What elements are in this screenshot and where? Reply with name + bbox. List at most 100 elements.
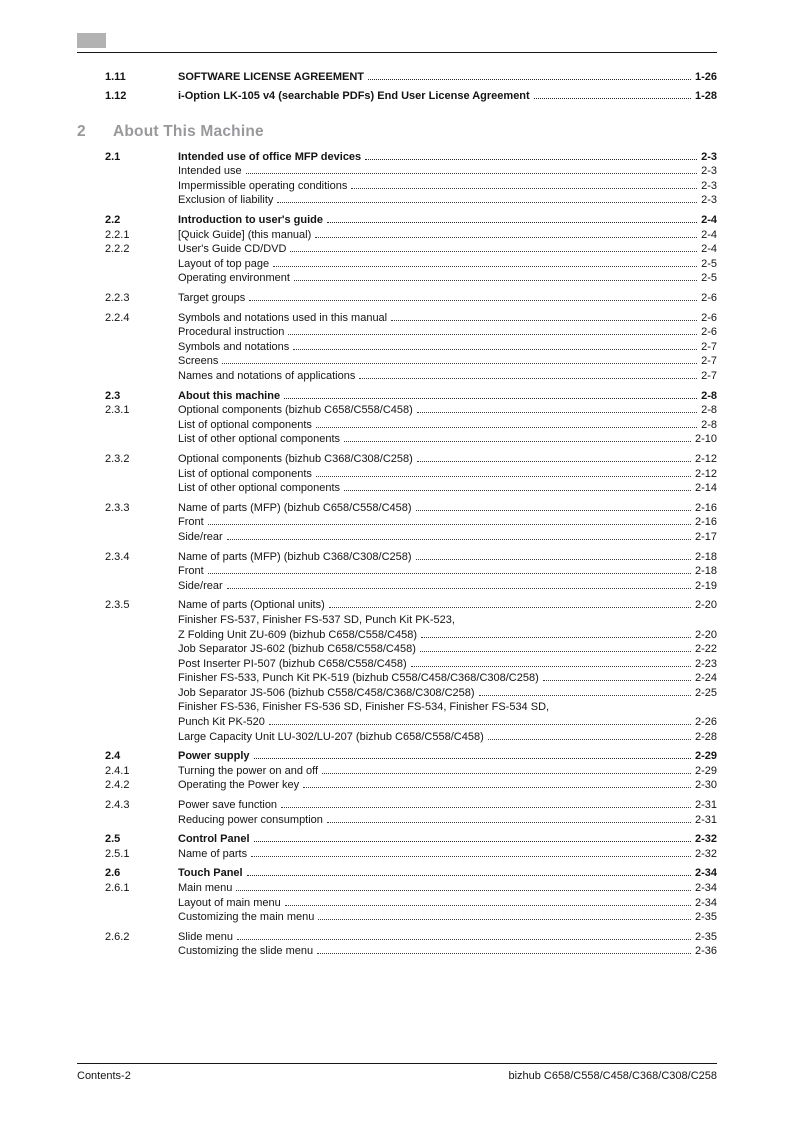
toc-entry-title: User's Guide CD/DVD — [178, 243, 287, 256]
toc-entry-page: 2-7 — [701, 340, 717, 353]
toc-entry-page: 2-6 — [701, 326, 717, 339]
toc-entry-page: 2-12 — [694, 467, 717, 480]
toc-entry: 2.3.5 Name of parts (Optional units) 2-2… — [77, 598, 717, 613]
dot-leader — [344, 490, 691, 492]
toc-entry: 2.2.4 Symbols and notations used in this… — [77, 311, 717, 326]
toc-entry-page: 2-34 — [694, 896, 717, 909]
dot-leader — [226, 587, 691, 589]
toc-entry-title: Power save function — [178, 799, 278, 812]
toc-entry-page: 2-22 — [694, 643, 717, 656]
toc-entry-title: Main menu — [178, 882, 233, 894]
toc-entry-number: 2.6.2 — [105, 930, 130, 943]
toc-entry-page: 2-6 — [701, 292, 717, 305]
dot-leader — [421, 636, 691, 638]
dot-leader — [359, 378, 698, 379]
toc-entry-page: 2-7 — [701, 355, 717, 368]
toc-entry-title: Operating environment — [178, 272, 290, 285]
toc-entry-title: i-Option LK-105 v4 (searchable PDFs) End… — [178, 90, 530, 103]
toc-entry: 2.5.1 Name of parts 2-32 — [77, 847, 717, 862]
toc-entry-page: 2-34 — [694, 882, 717, 894]
footer-rule — [77, 1063, 717, 1064]
toc-entry: Screens 2-7 — [77, 354, 717, 369]
toc-entry-title: Side/rear — [178, 530, 223, 543]
toc-entry-page: 2-24 — [694, 672, 717, 685]
toc-entry-page: 2-19 — [694, 579, 717, 592]
toc-entry-number: 2.3.5 — [105, 599, 130, 612]
toc-entry-title: Front — [178, 565, 204, 578]
toc-entry-title: Job Separator JS-602 (bizhub C658/C558/C… — [178, 643, 416, 656]
toc-entry: 2.6.1 Main menu 2-34 — [77, 881, 717, 896]
toc-entry-page: 2-35 — [694, 911, 717, 924]
toc-entry-title: Job Separator JS-506 (bizhub C558/C458/C… — [178, 686, 475, 699]
dot-leader — [268, 724, 691, 726]
dot-leader — [249, 300, 698, 302]
toc-entry-title: List of other optional components — [178, 433, 341, 446]
toc-entry-page: 2-32 — [694, 833, 717, 846]
toc-entry-title: Introduction to user's guide — [178, 214, 324, 227]
dot-leader — [236, 890, 691, 891]
toc-entry: 2.6 Touch Panel 2-34 — [77, 866, 717, 881]
dot-leader — [351, 187, 698, 189]
toc-entry-title: Finisher FS-537, Finisher FS-537 SD, Pun… — [178, 613, 455, 626]
dot-leader — [328, 607, 691, 609]
toc-entry: Front 2-16 — [77, 515, 717, 530]
toc-entry: 2.4.1 Turning the power on and off 2-29 — [77, 764, 717, 779]
toc-entry-title: Side/rear — [178, 579, 223, 592]
toc-entry: 2.3 About this machine 2-8 — [77, 389, 717, 404]
toc-entry: 1.11 SOFTWARE LICENSE AGREEMENT 1-26 — [77, 70, 717, 85]
toc-entry-page: 2-10 — [694, 433, 717, 446]
toc-chapter-entries: 2.1 Intended use of office MFP devices 2… — [77, 150, 717, 959]
chapter-heading: 2 About This Machine — [77, 123, 717, 141]
toc-entry: 2.1 Intended use of office MFP devices 2… — [77, 150, 717, 165]
toc-entry-title: Procedural instruction — [178, 326, 285, 339]
toc-entry-title: Slide menu — [178, 930, 234, 943]
dot-leader — [327, 222, 698, 224]
toc-entry-title: Name of parts (MFP) (bizhub C368/C308/C2… — [178, 550, 412, 563]
toc-entry-title: Turning the power on and off — [178, 764, 319, 777]
toc-entry-page: 2-31 — [694, 799, 717, 812]
toc-entry-title: List of optional components — [178, 467, 312, 480]
footer-model-label: bizhub C658/C558/C458/C368/C308/C258 — [508, 1070, 717, 1082]
toc-entry-page: 2-25 — [694, 686, 717, 699]
toc-entry: 1.12 i-Option LK-105 v4 (searchable PDFs… — [77, 89, 717, 104]
footer-page-label: Contents-2 — [77, 1070, 131, 1082]
dot-leader — [315, 236, 698, 238]
dot-leader — [416, 460, 691, 462]
toc-entry: Intended use 2-3 — [77, 164, 717, 179]
dot-leader — [293, 280, 698, 282]
toc-entry: List of other optional components 2-10 — [77, 432, 717, 447]
toc-entry-title: Symbols and notations used in this manua… — [178, 311, 388, 324]
dot-leader — [416, 412, 698, 414]
dot-leader — [322, 772, 691, 774]
toc-entry-page: 2-20 — [694, 599, 717, 612]
toc-entry: 2.3.2 Optional components (bizhub C368/C… — [77, 452, 717, 467]
toc-entry-page: 2-26 — [694, 716, 717, 729]
toc-entry-page: 2-18 — [694, 550, 717, 563]
toc-entry: 2.2.2 User's Guide CD/DVD 2-4 — [77, 242, 717, 257]
toc-entry-page: 2-35 — [694, 930, 717, 943]
toc-entry-title: Finisher FS-533, Punch Kit PK-519 (bizhu… — [178, 672, 539, 685]
toc-entry-page: 2-18 — [694, 565, 717, 578]
dot-leader — [315, 475, 691, 477]
toc-entry-number: 2.6.1 — [105, 882, 130, 894]
toc-entry-page: 2-32 — [694, 847, 717, 860]
dot-leader — [253, 758, 691, 760]
dot-leader — [344, 441, 691, 443]
toc-entry: 2.6.2 Slide menu 2-35 — [77, 930, 717, 945]
dot-leader — [415, 509, 691, 511]
toc-entry-title: Intended use of office MFP devices — [178, 150, 362, 163]
toc-entry-title: Names and notations of applications — [178, 370, 356, 382]
dot-leader — [419, 651, 691, 653]
toc-entry-title: About this machine — [178, 389, 281, 402]
toc-entry: Exclusion of liability 2-3 — [77, 193, 717, 208]
dot-leader — [317, 953, 691, 955]
toc-entry-number: 2.2.2 — [105, 243, 130, 256]
toc-entry-number: 2.4 — [105, 750, 121, 763]
toc-entry: 2.3.4 Name of parts (MFP) (bizhub C368/C… — [77, 550, 717, 565]
toc-entry-title: Operating the Power key — [178, 779, 300, 792]
toc-entry-page: 2-4 — [701, 243, 717, 256]
toc-entry-page: 2-5 — [701, 257, 717, 270]
toc-entry: List of optional components 2-12 — [77, 467, 717, 482]
toc-entry: Operating environment 2-5 — [77, 271, 717, 286]
